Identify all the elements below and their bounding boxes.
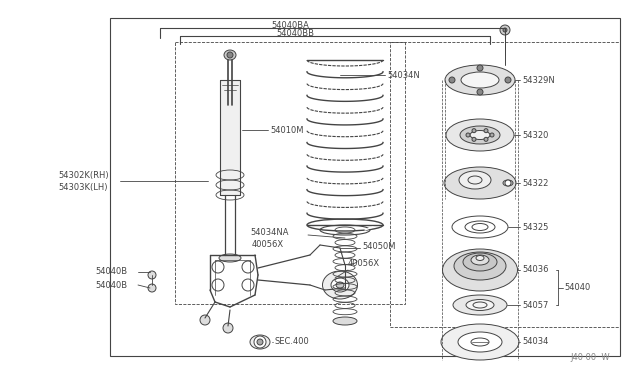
- Bar: [175, 42, 405, 304]
- Ellipse shape: [461, 72, 499, 88]
- Ellipse shape: [454, 252, 506, 280]
- Text: SEC.400: SEC.400: [275, 337, 310, 346]
- Text: 54303K(LH): 54303K(LH): [58, 183, 108, 192]
- Ellipse shape: [476, 256, 484, 260]
- Text: J40 00  W: J40 00 W: [570, 353, 610, 362]
- Bar: [390, 42, 620, 327]
- Text: 54329N: 54329N: [522, 76, 555, 84]
- Circle shape: [223, 323, 233, 333]
- Circle shape: [212, 261, 224, 273]
- Ellipse shape: [219, 254, 241, 262]
- Circle shape: [242, 279, 254, 291]
- Ellipse shape: [459, 171, 491, 189]
- Text: 54040B: 54040B: [95, 267, 127, 276]
- Circle shape: [490, 133, 494, 137]
- Ellipse shape: [445, 65, 515, 95]
- Circle shape: [472, 137, 476, 141]
- Circle shape: [505, 180, 511, 186]
- Ellipse shape: [463, 253, 497, 271]
- Circle shape: [242, 261, 254, 273]
- Circle shape: [449, 77, 455, 83]
- Text: 54034: 54034: [522, 337, 548, 346]
- Circle shape: [503, 28, 507, 32]
- Circle shape: [212, 279, 224, 291]
- Bar: [110, 18, 620, 356]
- Ellipse shape: [453, 295, 507, 315]
- Ellipse shape: [250, 335, 270, 349]
- Text: 54040B: 54040B: [95, 280, 127, 289]
- Ellipse shape: [333, 317, 357, 325]
- Ellipse shape: [331, 278, 349, 292]
- Circle shape: [227, 52, 233, 58]
- Ellipse shape: [336, 282, 344, 288]
- Text: 54302K(RH): 54302K(RH): [58, 170, 109, 180]
- Text: 40056X: 40056X: [348, 260, 380, 269]
- Text: 54040BB: 54040BB: [276, 29, 314, 38]
- Ellipse shape: [470, 131, 490, 140]
- Circle shape: [148, 271, 156, 279]
- Circle shape: [484, 129, 488, 133]
- Ellipse shape: [442, 249, 518, 291]
- Circle shape: [484, 137, 488, 141]
- Text: 54040BA: 54040BA: [271, 20, 309, 29]
- Text: 54322: 54322: [522, 179, 548, 187]
- Circle shape: [257, 339, 263, 345]
- Text: 54040: 54040: [564, 283, 590, 292]
- Ellipse shape: [466, 299, 494, 311]
- Text: 54034N: 54034N: [387, 71, 420, 80]
- Ellipse shape: [471, 255, 489, 265]
- Text: 40056X: 40056X: [252, 240, 284, 248]
- Circle shape: [505, 77, 511, 83]
- Circle shape: [200, 315, 210, 325]
- Ellipse shape: [458, 332, 502, 352]
- Text: 54050M: 54050M: [362, 241, 396, 250]
- Ellipse shape: [323, 271, 358, 299]
- Circle shape: [466, 133, 470, 137]
- Circle shape: [477, 89, 483, 95]
- Circle shape: [500, 25, 510, 35]
- Circle shape: [148, 284, 156, 292]
- Text: 54034NA: 54034NA: [250, 228, 289, 237]
- Text: 54320: 54320: [522, 131, 548, 140]
- Text: 54010M: 54010M: [270, 125, 303, 135]
- Circle shape: [254, 336, 266, 348]
- Ellipse shape: [441, 324, 519, 360]
- Ellipse shape: [460, 126, 500, 144]
- Ellipse shape: [224, 50, 236, 60]
- Ellipse shape: [446, 119, 514, 151]
- Text: 54036: 54036: [522, 266, 548, 275]
- Bar: [220, 80, 240, 195]
- Circle shape: [472, 129, 476, 133]
- Ellipse shape: [444, 167, 516, 199]
- Text: 54057: 54057: [522, 301, 548, 310]
- Ellipse shape: [503, 180, 513, 186]
- Text: 54325: 54325: [522, 222, 548, 231]
- Circle shape: [477, 65, 483, 71]
